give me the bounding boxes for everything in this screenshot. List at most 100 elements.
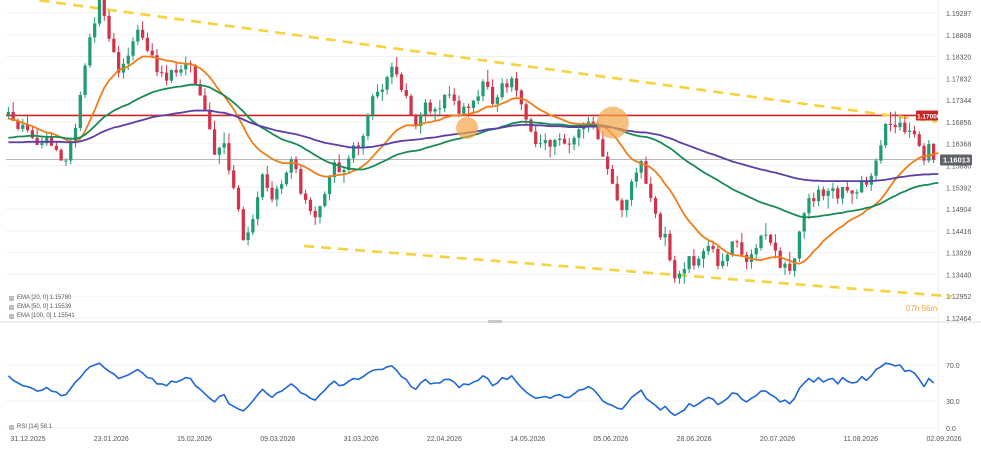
candle-body: [428, 102, 432, 112]
candle-body: [265, 174, 269, 188]
candle-body: [673, 260, 677, 279]
candle-body: [855, 192, 859, 194]
legend-ema-20[interactable]: EMA [20, 0] 1.15780: [9, 294, 75, 303]
candle-body: [198, 84, 202, 96]
candle-body: [318, 206, 322, 218]
candle-countdown: 07h 56m: [906, 304, 938, 313]
candle-body: [538, 143, 543, 145]
candle-body: [711, 245, 715, 249]
candle-body: [380, 89, 384, 92]
candle-body: [553, 140, 557, 147]
candle-body: [64, 160, 68, 162]
candle-body: [510, 78, 514, 88]
candle-body: [375, 91, 380, 97]
legend-rsi-swatch: [9, 424, 14, 430]
candle-body: [481, 81, 485, 97]
candle-body: [658, 213, 662, 238]
candle-body: [299, 169, 303, 194]
candle-body: [706, 245, 710, 252]
candle-body: [409, 95, 413, 116]
candle-body: [236, 187, 241, 210]
candle-body: [179, 69, 183, 73]
candle-body: [284, 172, 289, 185]
trendline-upper: [39, 0, 938, 124]
candle-body: [730, 241, 734, 255]
price-tick-label: 1.16368: [946, 142, 971, 149]
candle-body: [677, 273, 682, 279]
candle-body: [783, 263, 787, 268]
candle-body: [385, 77, 389, 90]
ema-legend: EMA [20, 0] 1.15780 EMA [50, 0] 1.15539 …: [9, 294, 75, 321]
candle-body: [419, 114, 423, 127]
candle-body: [131, 41, 135, 56]
candle-body: [912, 130, 917, 135]
candle-body: [11, 111, 15, 121]
candle-body: [59, 149, 63, 161]
price-tick-label: 1.15392: [946, 185, 971, 192]
candle-body: [644, 161, 648, 184]
candle-body: [107, 15, 111, 39]
candle-body: [596, 125, 600, 140]
candle-body: [768, 234, 773, 243]
candle-body: [466, 106, 471, 108]
candle-body: [562, 138, 567, 144]
date-tick-label: 31.12.2025: [10, 436, 45, 443]
price-tick-label: 1.16856: [946, 120, 971, 127]
candle-body: [745, 254, 749, 262]
price-tick-label: 1.12464: [946, 316, 971, 323]
candle-body: [155, 55, 159, 73]
candle-body: [140, 29, 145, 38]
candle-body: [490, 86, 495, 104]
candle-body: [721, 261, 725, 266]
candle-body: [222, 143, 226, 148]
candle-body: [351, 145, 356, 159]
candle-body: [21, 124, 25, 129]
candle-body: [505, 83, 509, 88]
candle-body: [40, 143, 44, 145]
candle-body: [519, 90, 523, 105]
legend-ema-100-label: EMA [100, 0] 1.15541: [17, 313, 75, 319]
candle-body: [836, 188, 840, 199]
candle-body: [414, 115, 418, 127]
candle-body: [884, 123, 888, 146]
legend-ema-20-label: EMA [20, 0] 1.15780: [17, 295, 72, 301]
date-tick-label: 15.02.2026: [177, 436, 212, 443]
candle-body: [754, 248, 758, 255]
candle-body: [112, 38, 116, 53]
candle-body: [543, 140, 547, 144]
candle-body: [615, 183, 619, 201]
candle-body: [548, 140, 552, 147]
candle-body: [280, 184, 284, 189]
candle-body: [97, 0, 102, 24]
candle-body: [629, 181, 634, 200]
candle-body: [927, 144, 931, 161]
legend-ema-100[interactable]: EMA [100, 0] 1.15541: [9, 312, 75, 321]
candle-body: [251, 219, 255, 233]
candle-body: [303, 193, 308, 200]
candle-body: [903, 122, 907, 133]
candle-body: [399, 74, 404, 91]
candle-body: [778, 250, 782, 268]
candle-body: [30, 130, 34, 138]
price-tick-label: 1.18808: [946, 33, 971, 40]
candle-body: [438, 108, 442, 110]
legend-ema-50-swatch: [9, 305, 14, 310]
rsi-legend[interactable]: RSI [14] 58.1: [9, 424, 52, 430]
legend-ema-100-swatch: [9, 314, 14, 319]
legend-ema-50[interactable]: EMA [50, 0] 1.15539: [9, 303, 75, 312]
date-tick-label: 23.01.2026: [94, 436, 129, 443]
candle-body: [83, 65, 87, 95]
resistance-price-label: 1.17000: [917, 113, 941, 120]
candle-body: [323, 194, 327, 207]
candle-body: [150, 50, 154, 56]
candle-body: [308, 199, 313, 212]
candle-body: [457, 100, 461, 114]
rsi-tick-label: 0.0: [946, 426, 956, 433]
candle-body: [725, 254, 730, 262]
candle-body: [337, 162, 341, 173]
candle-body: [716, 248, 720, 266]
candle-body: [256, 197, 260, 220]
candle-body: [212, 129, 217, 155]
candle-body: [275, 188, 279, 200]
